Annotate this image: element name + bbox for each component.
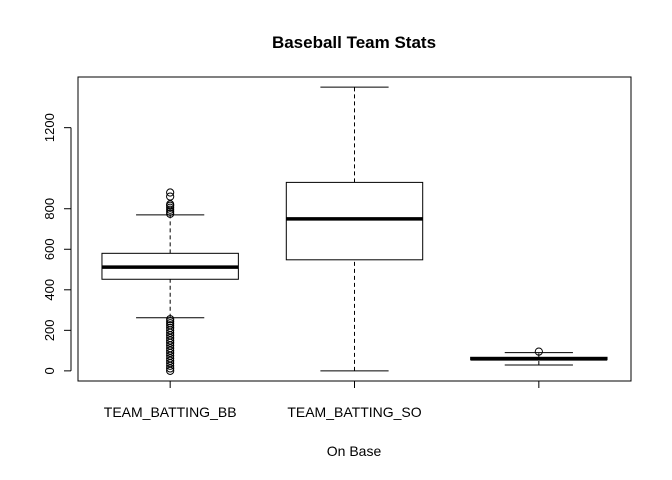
iqr-box [285,181,424,261]
y-tick-label: 200 [42,319,57,341]
x-axis-label: On Base [327,443,382,459]
outlier-point [166,319,175,328]
outlier-point [166,346,175,355]
outlier-point [166,200,175,209]
outlier-point [166,192,175,201]
y-axis: 0 200 400 600 800 1200 [42,113,72,374]
x-tick-label: TEAM_BATTING_SO [287,404,421,420]
outlier-point [166,336,175,345]
outlier-point [166,205,175,214]
outlier-point [166,366,175,375]
y-tick-label: 0 [42,367,57,374]
outlier-point [166,188,175,197]
x-axis: TEAM_BATTING_BB TEAM_BATTING_SO [104,380,540,420]
outlier-point [166,354,175,363]
y-tick-label: 400 [42,279,57,301]
outlier-point [166,356,175,365]
box-group [101,188,239,375]
x-tick-label: TEAM_BATTING_BB [104,404,237,420]
y-tick-label: 600 [42,238,57,260]
boxes [101,86,608,375]
box-group [285,86,424,372]
outlier-point [166,315,175,324]
outlier-point [166,317,175,326]
y-tick-label: 800 [42,198,57,220]
chart-title: Baseball Team Stats [272,33,436,52]
y-tick-label: 1200 [42,113,57,142]
outlier-point [166,321,175,330]
outlier-point [534,347,543,356]
outlier-point [166,203,175,212]
outlier-point [166,333,175,343]
outlier-point [166,209,175,218]
outlier-point [166,364,175,373]
outlier-point [166,344,175,353]
box-group [470,347,608,366]
outlier-point [166,323,175,333]
